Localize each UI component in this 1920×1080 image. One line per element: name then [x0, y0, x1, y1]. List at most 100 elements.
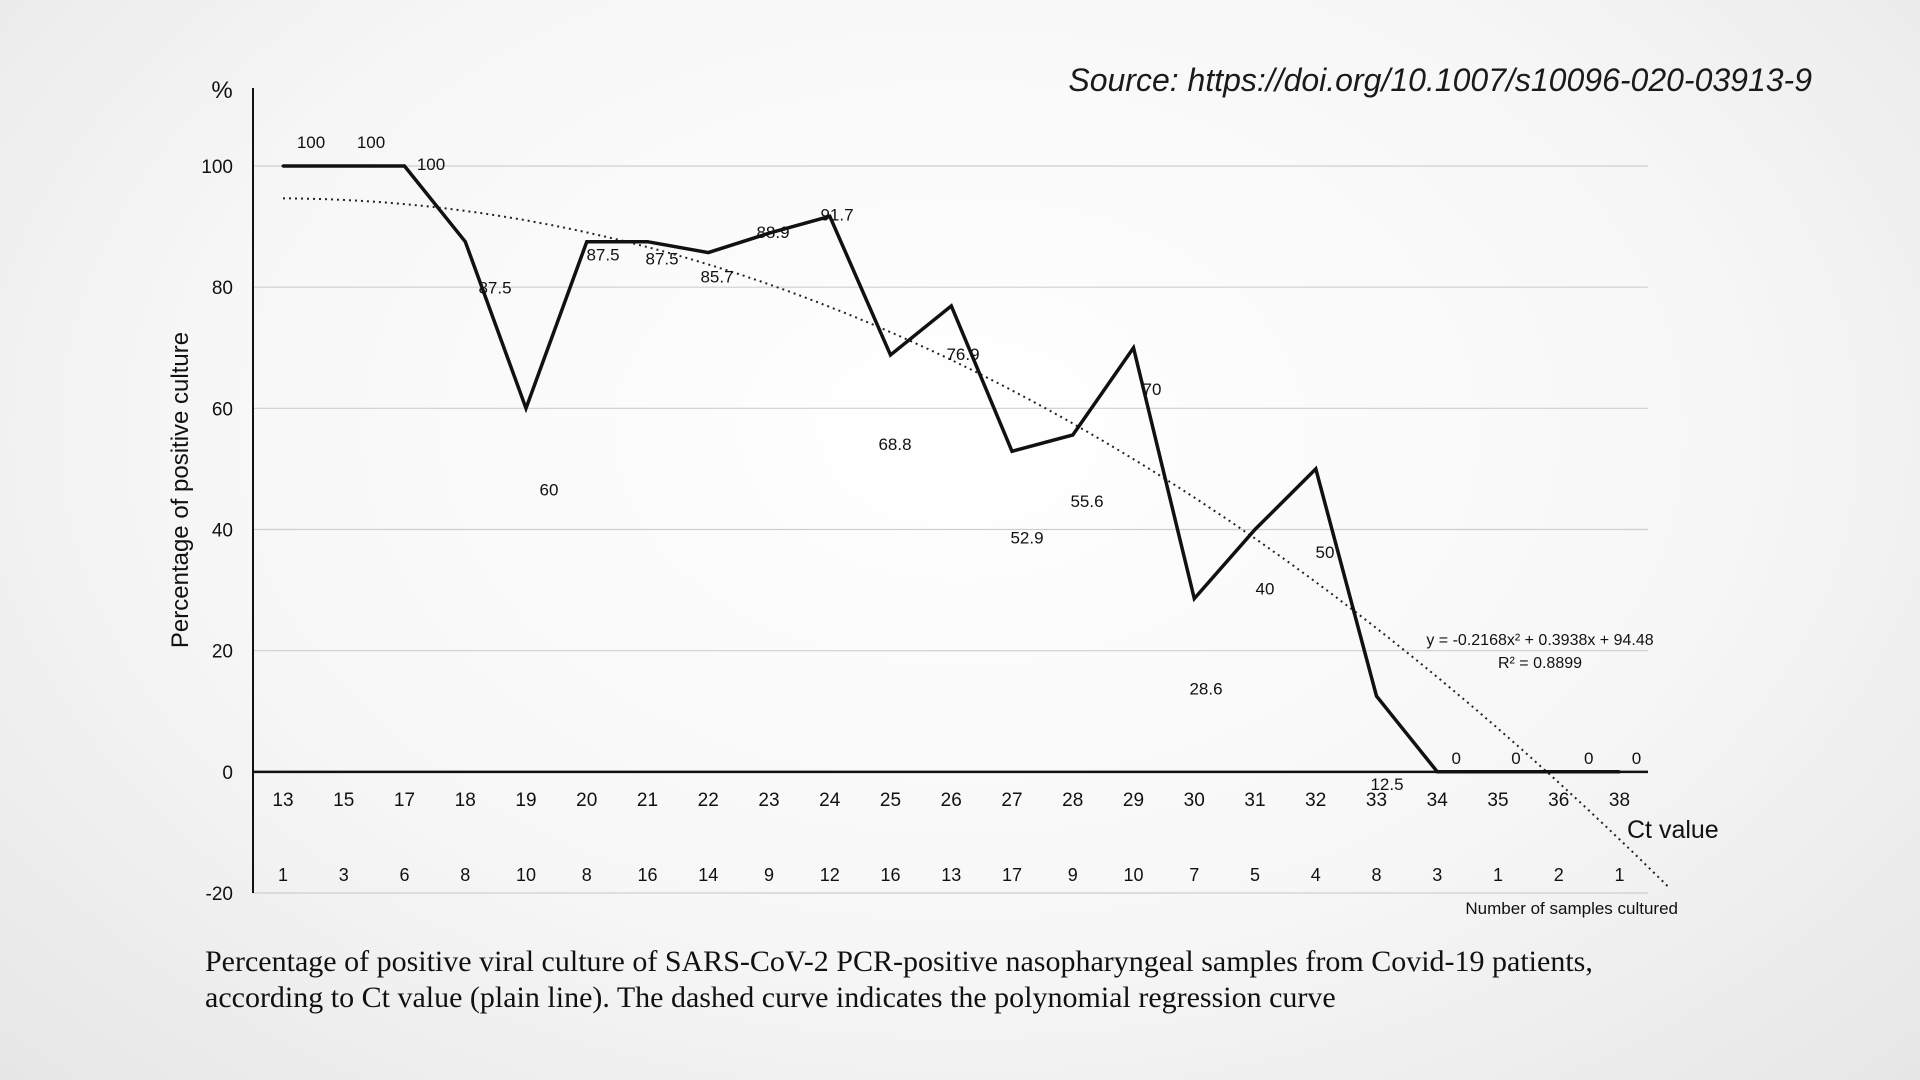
y-axis-title: Percentage of positive culture — [167, 332, 194, 648]
data-point — [1071, 433, 1075, 437]
series — [281, 164, 1621, 774]
x-tick-label: 20 — [576, 790, 597, 811]
data-label: 87.5 — [586, 246, 619, 265]
samples-count-label: 9 — [764, 865, 774, 885]
samples-count-label: 10 — [1123, 865, 1143, 885]
samples-count-label: 1 — [1493, 865, 1503, 885]
data-point — [463, 240, 467, 244]
samples-count-label: 1 — [278, 865, 288, 885]
x-tick-label: 29 — [1123, 790, 1144, 811]
x-axis-title: Ct value — [1627, 816, 1719, 844]
source-citation: Source: https://doi.org/10.1007/s10096-0… — [1068, 62, 1812, 98]
samples-row-title: Number of samples cultured — [1465, 899, 1678, 918]
data-point — [524, 406, 528, 410]
x-tick-label: 19 — [515, 790, 536, 811]
data-point — [646, 240, 649, 244]
data-point — [585, 240, 589, 244]
data-label: 28.6 — [1189, 680, 1222, 699]
x-tick-label: 22 — [698, 790, 719, 811]
x-tick-label: 24 — [819, 790, 841, 811]
y-tick-label: 80 — [212, 278, 233, 299]
x-tick-label: 35 — [1487, 790, 1508, 811]
samples-count-label: 8 — [582, 865, 592, 885]
x-tick-label: 26 — [941, 790, 962, 811]
labels: 100 100 100 87.5 60 87.5 87.5 85.7 88.9 91.7 68.8 7… — [297, 133, 1641, 794]
data-label: 70 — [1143, 380, 1162, 399]
samples-count-label: 5 — [1250, 865, 1260, 885]
data-label: 0 — [1632, 749, 1641, 768]
data-point — [1192, 597, 1196, 601]
samples-count-label: 17 — [1002, 865, 1022, 885]
x-tick-label: 30 — [1184, 790, 1205, 811]
samples-count-label: 3 — [339, 865, 349, 885]
samples-count-label: 6 — [399, 865, 409, 885]
data-point — [1010, 449, 1014, 453]
y-tick-label: 0 — [222, 763, 233, 784]
data-point — [706, 251, 710, 255]
data-point — [828, 214, 832, 218]
data-point — [1618, 770, 1621, 774]
samples-count-label: 3 — [1432, 865, 1442, 885]
x-tick-label: 32 — [1305, 790, 1326, 811]
y-tick-label: 40 — [212, 521, 233, 542]
data-label: 0 — [1584, 749, 1593, 768]
data-label: 87.5 — [645, 250, 678, 269]
y-tick-label: 100 — [201, 157, 233, 178]
samples-count-label: 7 — [1189, 865, 1199, 885]
data-point — [1132, 346, 1135, 350]
data-point — [403, 164, 406, 168]
data-label: 100 — [297, 133, 325, 152]
data-point — [281, 164, 285, 168]
figure-caption: Percentage of positive viral culture of … — [205, 944, 1765, 1016]
caption-line-1: Percentage of positive viral culture of … — [205, 945, 1593, 978]
data-label: 52.9 — [1010, 528, 1043, 547]
samples-count-label: 16 — [880, 865, 900, 885]
series-line — [283, 164, 1620, 774]
samples-count-label: 1 — [1614, 865, 1624, 885]
caption-line-2: according to Ct value (plain line). The … — [205, 981, 1336, 1014]
trendline: y = -0.2168x² + 0.3938x + 94.48 R² = 0.88… — [283, 197, 1669, 888]
samples-count-label: 14 — [698, 865, 718, 885]
x-tick-label: 21 — [637, 790, 658, 811]
samples-count-label: 16 — [637, 865, 657, 885]
data-label: 100 — [357, 133, 385, 152]
data-label: 60 — [540, 480, 559, 499]
data-label: 76.9 — [946, 345, 979, 364]
x-tick-label: 25 — [880, 790, 901, 811]
data-label: 91.7 — [820, 205, 853, 224]
data-label: 40 — [1256, 580, 1275, 599]
data-point — [1435, 770, 1439, 774]
data-label: 12.5 — [1370, 775, 1403, 794]
grid-lines — [253, 165, 1648, 894]
x-tick-label: 18 — [455, 790, 476, 811]
x-tick-label: 38 — [1609, 790, 1630, 811]
x-tick-label: 13 — [272, 790, 293, 811]
trendline-equation: y = -0.2168x² + 0.3938x + 94.48 — [1426, 632, 1653, 649]
data-point — [767, 231, 771, 235]
data-label: 85.7 — [700, 268, 733, 287]
data-label: 87.5 — [478, 279, 511, 298]
x-tick-label: 17 — [394, 790, 415, 811]
x-tick-label: 15 — [333, 790, 354, 811]
y-unit-label: % — [211, 77, 232, 104]
samples-count-label: 13 — [941, 865, 961, 885]
data-label: 88.9 — [756, 223, 789, 242]
x-tick-label: 36 — [1548, 790, 1569, 811]
samples-count-label: 12 — [820, 865, 840, 885]
x-tick-label: 34 — [1427, 790, 1449, 811]
data-label: 55.6 — [1070, 492, 1103, 511]
data-label: 0 — [1452, 749, 1461, 768]
data-point — [342, 164, 346, 168]
trendline-curve — [283, 197, 1669, 888]
trendline-r-squared: R² = 0.8899 — [1498, 655, 1582, 672]
x-tick-label: 33 — [1366, 790, 1387, 811]
samples-count-label: 9 — [1068, 865, 1078, 885]
data-point — [1496, 770, 1500, 774]
x-tick-label: 23 — [758, 790, 779, 811]
samples-count-label: 4 — [1311, 865, 1321, 885]
x-tick-label: 27 — [1001, 790, 1022, 811]
data-point — [949, 304, 953, 308]
y-tick-label: -20 — [206, 884, 233, 905]
